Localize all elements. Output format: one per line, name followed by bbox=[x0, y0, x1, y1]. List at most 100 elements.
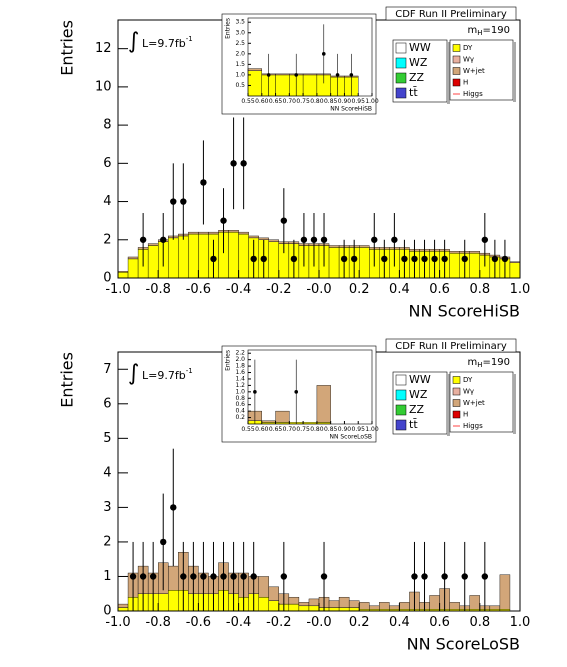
histogram-bar bbox=[258, 576, 269, 598]
data-point bbox=[411, 255, 418, 263]
legend-label: ZZ bbox=[409, 71, 425, 84]
histogram-bar bbox=[117, 607, 129, 612]
x-tick-label: -0.4 bbox=[226, 282, 251, 297]
legend-label: DY bbox=[463, 44, 473, 52]
luminosity-text: L=9.7fb bbox=[142, 37, 186, 50]
histogram-bar bbox=[379, 602, 390, 610]
data-point bbox=[266, 73, 271, 77]
legend-swatch bbox=[452, 399, 461, 407]
x-tick-label: -0.8 bbox=[146, 282, 171, 297]
x-axis-label: NN ScoreLoSB bbox=[329, 434, 372, 441]
histogram-bar bbox=[389, 605, 400, 610]
y-tick-label: 1.2 bbox=[235, 382, 245, 389]
data-point bbox=[401, 255, 408, 263]
legend-swatch bbox=[395, 419, 407, 431]
inset-frame bbox=[221, 345, 377, 443]
header-box bbox=[385, 6, 517, 21]
x-tick-label: 0.2 bbox=[349, 615, 370, 630]
x-axis-label: NN ScoreHiSB bbox=[330, 106, 372, 113]
legend-swatch bbox=[395, 57, 407, 69]
legend-swatch bbox=[452, 410, 461, 419]
x-tick-label: 0.80 bbox=[310, 98, 324, 105]
legend-label: Higgs bbox=[463, 422, 483, 430]
y-tick-label: 1.5 bbox=[235, 61, 245, 68]
y-tick-label: 3.5 bbox=[235, 19, 245, 26]
histogram-bar bbox=[248, 235, 259, 239]
y-tick-label: 1.8 bbox=[235, 363, 245, 370]
x-tick-label: -1.0 bbox=[105, 615, 130, 630]
histogram-bar bbox=[228, 231, 239, 279]
histogram-bar bbox=[302, 73, 318, 76]
data-point bbox=[335, 73, 340, 77]
legend-swatch bbox=[452, 376, 461, 384]
data-point bbox=[149, 573, 157, 580]
histogram-bar bbox=[168, 237, 179, 279]
histogram-bar bbox=[147, 243, 159, 246]
histogram-bar bbox=[127, 256, 139, 260]
x-axis-label: NN ScoreLoSB bbox=[407, 635, 520, 654]
histogram-bar bbox=[198, 231, 209, 235]
data-point bbox=[129, 573, 137, 580]
histogram-bar bbox=[127, 258, 139, 279]
histogram-bar bbox=[275, 74, 290, 97]
mass-symbol: m bbox=[468, 357, 478, 368]
data-point bbox=[240, 160, 247, 167]
x-tick-label: -0.4 bbox=[226, 615, 251, 630]
mass-subscript: H bbox=[477, 29, 482, 37]
histogram-bar bbox=[469, 595, 481, 610]
y-tick-label: 0.4 bbox=[235, 408, 245, 415]
legend-label: W+jet bbox=[463, 399, 485, 407]
histogram-bar bbox=[348, 600, 360, 608]
x-tick-label: -0.0 bbox=[306, 615, 331, 630]
histogram-bar bbox=[316, 385, 331, 423]
data-point bbox=[371, 236, 378, 243]
histogram-bar bbox=[308, 605, 320, 612]
histogram-bar bbox=[489, 605, 501, 610]
data-point bbox=[321, 52, 326, 56]
y-tick-label: 6 bbox=[103, 156, 111, 171]
data-point bbox=[180, 573, 187, 580]
header-box bbox=[385, 338, 517, 353]
data-point bbox=[253, 390, 257, 394]
x-tick-label: -0.6 bbox=[186, 615, 211, 630]
data-point bbox=[481, 236, 489, 243]
legend-label: WW bbox=[409, 373, 431, 386]
y-tick-label: 6 bbox=[103, 396, 111, 411]
data-point bbox=[381, 255, 388, 263]
y-axis-label: Entries bbox=[58, 352, 77, 408]
data-point bbox=[290, 255, 298, 263]
histogram-bar bbox=[117, 271, 129, 273]
legend-shadow bbox=[447, 374, 450, 436]
y-tick-label: 0 bbox=[103, 271, 111, 286]
data-point bbox=[421, 573, 428, 580]
histogram-bar bbox=[449, 251, 460, 254]
y-tick-label: 2.0 bbox=[235, 356, 245, 363]
y-tick-label: 0.8 bbox=[235, 395, 245, 402]
histogram-bar bbox=[268, 241, 280, 279]
mass-label: mH=190 bbox=[468, 25, 510, 37]
legend-label: WW bbox=[409, 41, 431, 54]
y-tick-label: 3 bbox=[103, 500, 111, 515]
x-tick-label: 0.70 bbox=[283, 426, 297, 433]
data-point bbox=[240, 573, 247, 580]
x-tick-label: 0.65 bbox=[269, 98, 283, 105]
x-tick-label: 0.8 bbox=[469, 282, 490, 297]
histogram-bar bbox=[308, 598, 320, 607]
data-point bbox=[250, 573, 257, 580]
y-tick-label: 0.2 bbox=[235, 414, 245, 421]
legend-label: tt̄ bbox=[409, 418, 418, 431]
x-tick-label: 0.4 bbox=[389, 282, 410, 297]
data-point bbox=[340, 255, 348, 263]
y-axis-label: Entries bbox=[225, 350, 232, 371]
data-point bbox=[260, 255, 267, 263]
data-point bbox=[139, 236, 147, 243]
x-tick-label: -0.8 bbox=[146, 615, 171, 630]
data-point bbox=[200, 179, 207, 186]
data-point bbox=[320, 573, 328, 580]
histogram-bar bbox=[198, 233, 209, 279]
header: CDF Run II Preliminary bbox=[395, 9, 507, 20]
legend-swatch bbox=[395, 87, 407, 99]
legend-swatch bbox=[452, 387, 461, 396]
x-tick-label: 0.6 bbox=[429, 282, 450, 297]
histogram-bar bbox=[168, 565, 179, 591]
